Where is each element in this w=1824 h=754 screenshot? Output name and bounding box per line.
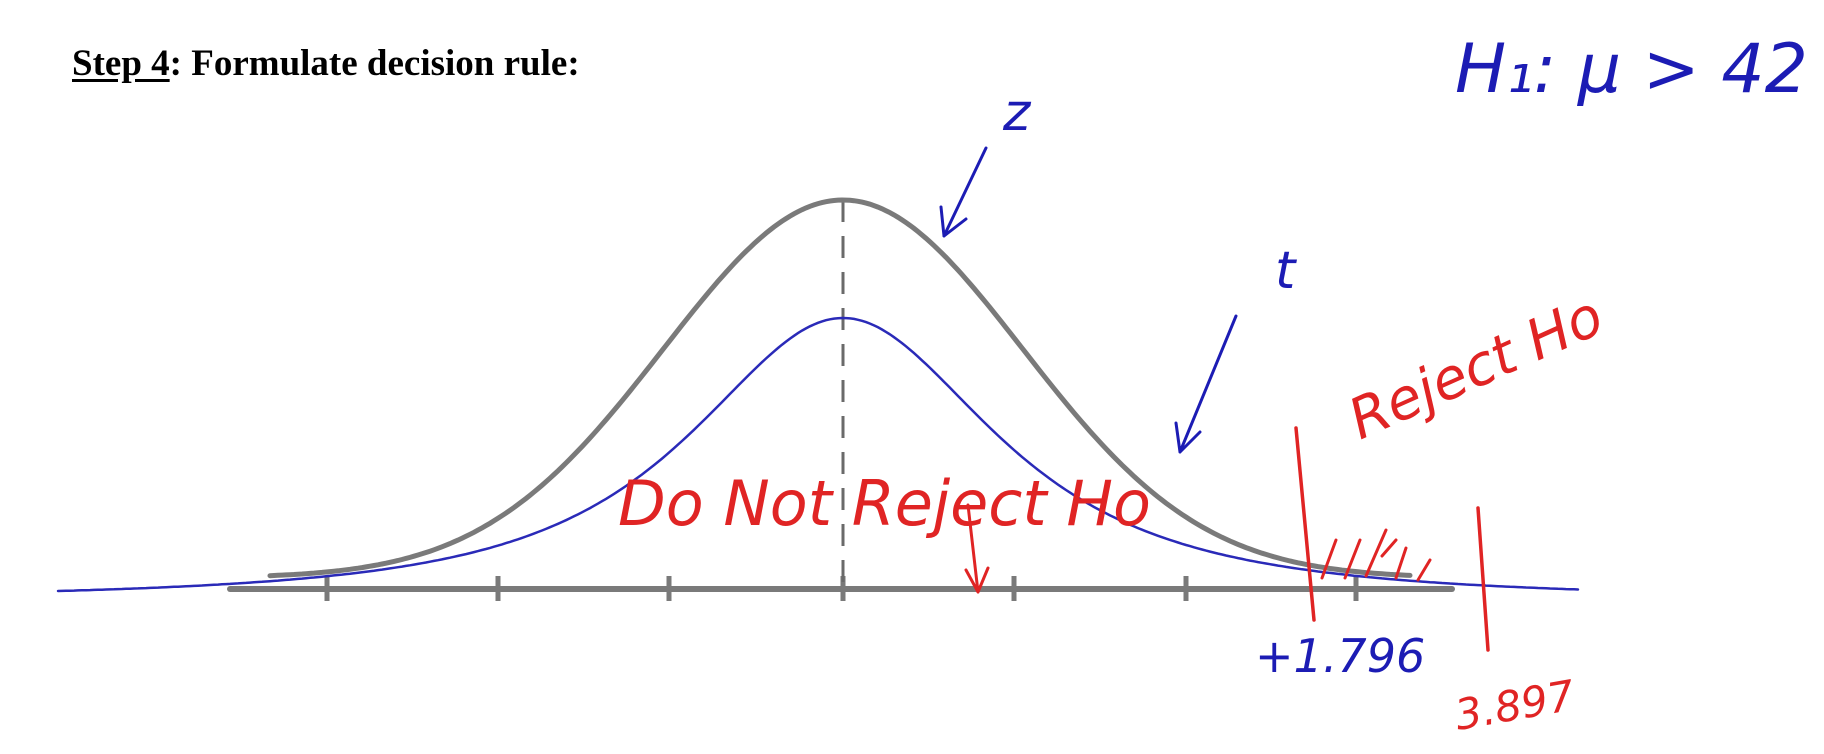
- critical-value-label: +1.796: [1255, 629, 1425, 683]
- alternative-hypothesis: H₁: μ > 42: [1455, 30, 1808, 109]
- rejection-region-label: Reject Ho: [1339, 283, 1612, 452]
- test-statistic-label: 3.897: [1451, 671, 1578, 740]
- rejection-region-hatching: [1320, 528, 1432, 582]
- critical-value-line: [1294, 426, 1316, 622]
- step-title: : Formulate decision rule:: [169, 43, 580, 84]
- do-not-reject-region-label: Do Not Reject Ho: [618, 467, 1151, 540]
- t-curve-label: t: [1275, 241, 1297, 301]
- horizontal-axis: [227, 576, 1455, 601]
- step-heading: Step 4: Formulate decision rule:: [72, 42, 580, 85]
- z-distribution-curve: [267, 197, 1413, 579]
- test-statistic-line: [1476, 506, 1490, 652]
- step-label: Step 4: [72, 43, 170, 84]
- t-pointer-arrow: [1174, 314, 1238, 454]
- z-pointer-arrow: [939, 146, 988, 238]
- do-not-reject-pointer: [964, 503, 990, 594]
- blue-annotations: H₁: μ > 42 z t +1.796: [939, 30, 1808, 683]
- red-annotations: Do Not Reject Ho Reject Ho 3.897: [618, 283, 1613, 739]
- z-curve-label: z: [1002, 83, 1032, 143]
- t-distribution-curve: [56, 316, 1580, 593]
